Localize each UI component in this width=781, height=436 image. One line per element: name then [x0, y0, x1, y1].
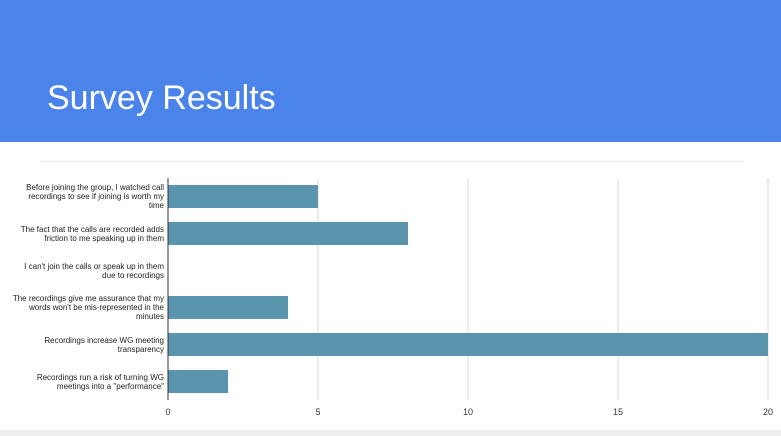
category-label: The fact that the calls are recorded add… — [20, 224, 164, 243]
category-label: Recordings increase WG meeting transpare… — [44, 335, 164, 354]
x-tick-label: 0 — [165, 407, 170, 417]
x-tick-label: 10 — [463, 407, 473, 417]
bar — [168, 370, 228, 393]
x-tick-label: 15 — [613, 407, 623, 417]
x-tick-label: 5 — [315, 407, 320, 417]
category-label: I can't join the calls or speak up in th… — [24, 261, 164, 280]
slide-title: Survey Results — [47, 79, 276, 117]
slide-header: Survey Results — [0, 0, 781, 142]
category-label: Before joining the group, I watched call… — [26, 182, 164, 210]
chart-canvas: 0 5 10 15 20 — [165, 178, 773, 417]
bar — [168, 333, 768, 356]
slide-body — [0, 142, 781, 436]
category-label: The recordings give me assurance that my… — [12, 293, 164, 321]
bar — [168, 296, 288, 319]
bar — [168, 222, 408, 245]
category-label: Recordings run a risk of turning WG meet… — [36, 372, 164, 391]
bar-chart: 0 5 10 15 20 Before joining the group, I wat… — [0, 162, 781, 430]
bar — [168, 185, 318, 208]
bottom-strip — [0, 430, 781, 436]
x-tick-label: 20 — [763, 407, 773, 417]
divider-line — [40, 161, 744, 162]
